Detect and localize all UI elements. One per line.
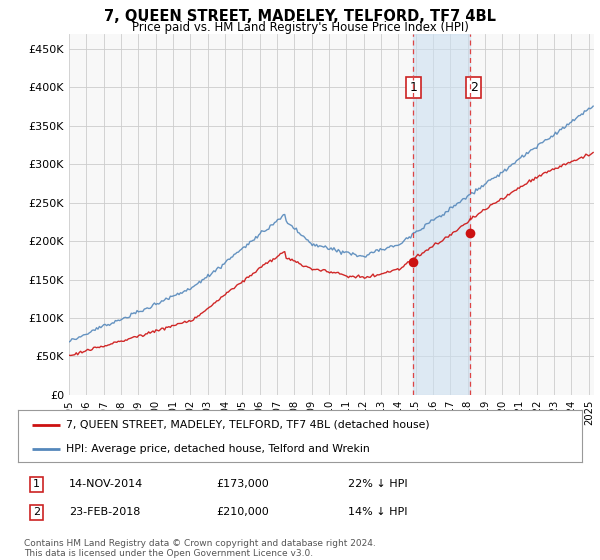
Text: 7, QUEEN STREET, MADELEY, TELFORD, TF7 4BL: 7, QUEEN STREET, MADELEY, TELFORD, TF7 4… (104, 9, 496, 24)
Text: £173,000: £173,000 (216, 479, 269, 489)
Text: 22% ↓ HPI: 22% ↓ HPI (348, 479, 407, 489)
Bar (413, 34, 470, 395)
Text: 2: 2 (33, 507, 40, 517)
Text: 14% ↓ HPI: 14% ↓ HPI (348, 507, 407, 517)
Text: 7, QUEEN STREET, MADELEY, TELFORD, TF7 4BL (detached house): 7, QUEEN STREET, MADELEY, TELFORD, TF7 4… (66, 419, 430, 430)
Text: 14-NOV-2014: 14-NOV-2014 (69, 479, 143, 489)
Text: Price paid vs. HM Land Registry's House Price Index (HPI): Price paid vs. HM Land Registry's House … (131, 21, 469, 34)
Text: 1: 1 (33, 479, 40, 489)
Text: 1: 1 (409, 81, 417, 94)
Text: 2: 2 (470, 81, 478, 94)
Text: 23-FEB-2018: 23-FEB-2018 (69, 507, 140, 517)
Text: £210,000: £210,000 (216, 507, 269, 517)
Text: HPI: Average price, detached house, Telford and Wrekin: HPI: Average price, detached house, Telf… (66, 444, 370, 454)
Text: Contains HM Land Registry data © Crown copyright and database right 2024.
This d: Contains HM Land Registry data © Crown c… (24, 539, 376, 558)
